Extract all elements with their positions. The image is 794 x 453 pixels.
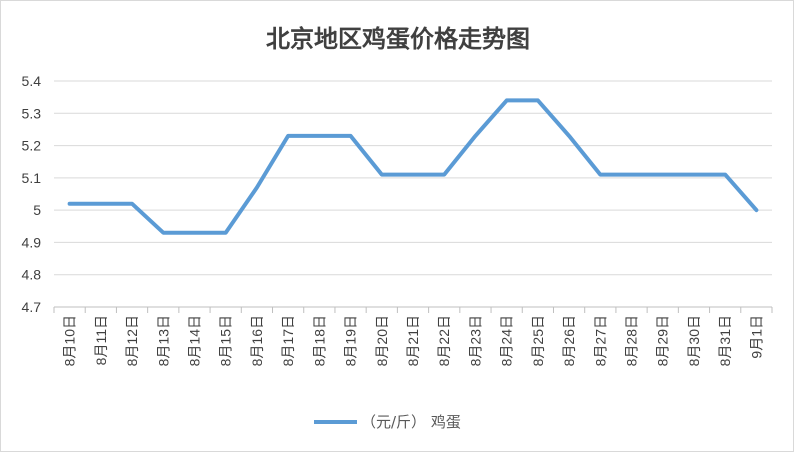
x-tick-label: 8月27日 [592, 315, 608, 366]
x-tick-label: 8月22日 [436, 315, 452, 366]
y-tick-label: 5.1 [22, 170, 42, 186]
x-tick-label: 8月28日 [624, 315, 640, 366]
x-tick-label: 8月16日 [249, 315, 265, 366]
x-tick-label: 8月21日 [405, 315, 421, 366]
x-tick-label: 8月15日 [218, 315, 234, 366]
chart-title: 北京地区鸡蛋价格走势图 [266, 24, 530, 53]
x-tick-label: 8月19日 [343, 315, 359, 366]
gridlines [54, 80, 772, 276]
x-tick-label: 9月1日 [748, 315, 764, 359]
x-axis [53, 306, 773, 313]
x-tick-label: 8月25日 [530, 315, 546, 366]
series-line [67, 98, 759, 235]
y-tick-label: 4.9 [22, 234, 42, 250]
x-tick-label: 8月20日 [374, 315, 390, 366]
x-axis-tick-labels: 8月10日 8月11日 8月12日 8月13日 8月14日 8月15日 8月16日 8月17日… [62, 315, 765, 366]
x-tick-label: 8月14日 [186, 315, 202, 366]
x-tick-label: 8月13日 [155, 315, 171, 366]
y-axis-tick-labels: 4.7 4.8 4.9 5 5.1 5.2 5.3 5.4 [22, 73, 42, 315]
x-tick-label: 8月31日 [717, 315, 733, 366]
y-tick-label: 5.4 [22, 73, 42, 89]
y-tick-label: 5.2 [22, 138, 42, 154]
series-layer [67, 98, 759, 235]
x-tick-label: 8月24日 [499, 315, 515, 366]
y-tick-label: 4.7 [22, 299, 42, 315]
legend-label: （元/斤） 鸡蛋 [361, 413, 461, 431]
y-tick-label: 4.8 [22, 267, 42, 283]
x-tick-label: 8月23日 [467, 315, 483, 366]
y-tick-label: 5 [33, 202, 41, 218]
x-tick-label: 8月17日 [280, 315, 296, 366]
y-tick-label: 5.3 [22, 105, 42, 121]
x-tick-label: 8月29日 [655, 315, 671, 366]
x-tick-label: 8月30日 [686, 315, 702, 366]
x-tick-label: 8月11日 [93, 315, 109, 365]
x-tick-label: 8月18日 [311, 315, 327, 366]
x-tick-label: 8月10日 [62, 315, 78, 366]
x-tick-label: 8月26日 [561, 315, 577, 366]
x-tick-label: 8月12日 [124, 315, 140, 366]
legend: （元/斤） 鸡蛋 [314, 413, 461, 431]
